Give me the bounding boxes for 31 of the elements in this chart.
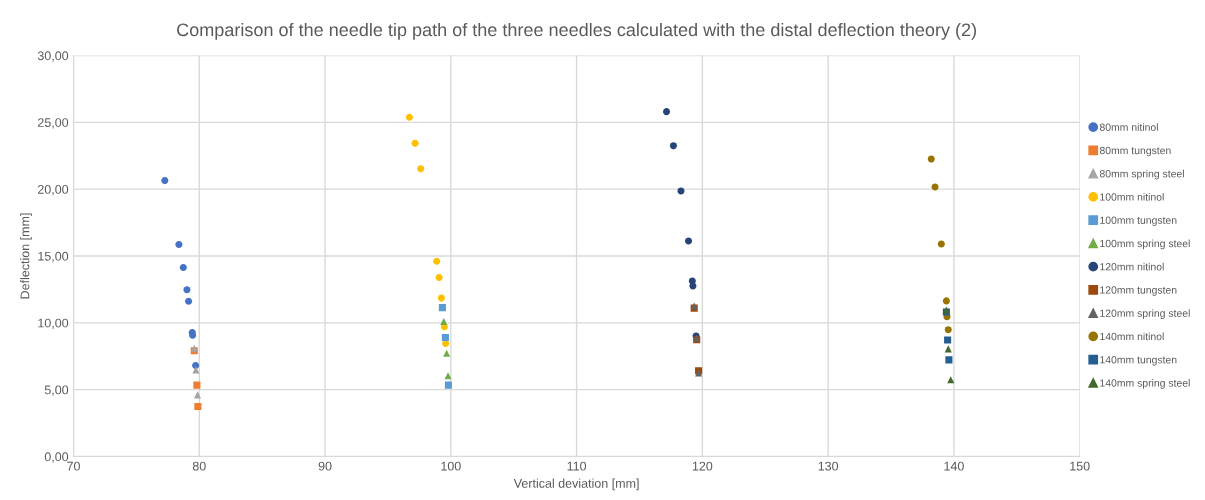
x-axis-title: Vertical deviation [mm] [513,478,639,491]
x-tick-label: 100 [441,461,461,471]
legend-label: 80mm spring steel [1099,169,1184,180]
legend-label: 120mm spring steel [1100,309,1190,319]
x-tick-label: 70 [67,461,80,471]
legend-label: 100mm spring steel [1100,239,1190,250]
x-tick-label: 150 [1070,461,1090,471]
legend-label: 140mm spring steel [1100,379,1190,389]
x-tick-label: 120 [692,461,713,471]
x-tick-label: 80 [192,461,206,471]
y-tick-label: 30,00 [37,51,69,62]
y-tick-label: 20,00 [38,184,69,196]
chart-title: Comparison of the needle tip path of the three needles calculated with the distal deflection theory (2) [177,22,976,40]
legend-label: 100mm nitinol [1100,193,1164,201]
legend-label: 140mm tungsten [1100,356,1177,366]
y-tick-label: 0,00 [44,452,69,463]
x-tick-label: 140 [944,461,964,471]
legend-label: 140mm nitinol [1100,332,1164,341]
legend-label: 120mm nitinol [1100,262,1164,271]
legend-label: 80mm tungsten [1099,146,1171,157]
legend-label: 120mm tungsten [1100,286,1177,296]
x-tick-label: 90 [318,461,332,471]
x-tick-label: 110 [567,461,587,471]
y-axis-title: Deflection [mm] [20,213,32,299]
y-tick-label: 15,00 [38,251,69,263]
legend-label: 100mm tungsten [1100,216,1177,226]
y-tick-label: 5,00 [44,385,69,396]
x-tick-label: 130 [818,461,839,471]
y-tick-label: 25,00 [38,118,69,129]
y-tick-label: 10,00 [38,318,69,329]
legend-label: 80mm nitinol [1099,123,1158,131]
